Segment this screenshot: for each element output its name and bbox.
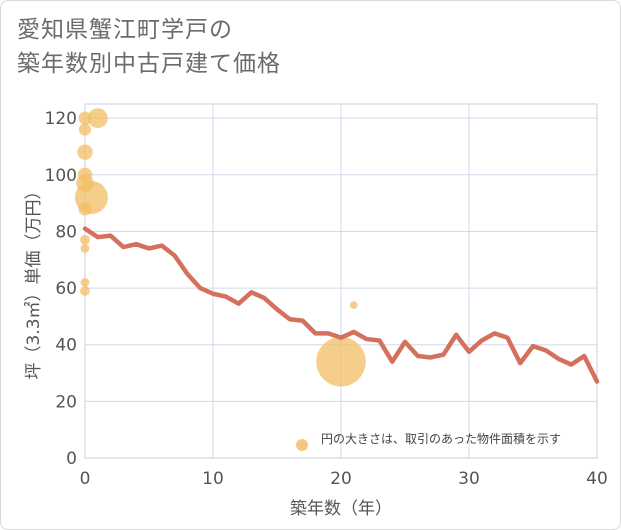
x-tick-labels: 0 10 20 30 40 <box>80 469 608 489</box>
y-tick-label: 20 <box>55 392 77 412</box>
x-tick-label: 30 <box>458 469 480 489</box>
y-axis-title: 坪（3.3㎡）単価（万円） <box>24 182 44 379</box>
scatter-series <box>74 108 366 387</box>
chart-title-line-2: 築年数別中古戸建て価格 <box>17 51 281 77</box>
line-series <box>82 226 600 384</box>
y-tick-label: 100 <box>45 166 77 186</box>
scatter-point <box>80 244 90 253</box>
bubble-size-legend: 円の大きさは、取引のあった物件面積を示す <box>296 431 561 451</box>
x-tick-label: 40 <box>586 469 608 489</box>
line-series-layer <box>82 226 600 384</box>
scatter-point <box>316 336 366 387</box>
x-tick-label: 10 <box>202 469 224 489</box>
scatter-point <box>80 278 90 287</box>
y-tick-label: 60 <box>55 279 77 299</box>
grid-lines <box>84 104 598 459</box>
scatter-point <box>349 301 358 309</box>
legend-note: 円の大きさは、取引のあった物件面積を示す <box>321 431 561 446</box>
chart-title: 愛知県蟹江町学戸の 築年数別中古戸建て価格 <box>17 13 281 81</box>
x-axis-title: 築年数（年） <box>290 499 392 519</box>
y-tick-label: 0 <box>66 449 77 469</box>
scatter-point <box>77 144 93 160</box>
scatter-point <box>78 202 92 216</box>
y-tick-labels: 0 20 40 60 80 100 120 <box>45 109 77 469</box>
scatter-point <box>78 123 92 136</box>
scatter-point <box>80 234 90 245</box>
scatter-point <box>78 111 92 125</box>
x-tick-label: 0 <box>80 469 91 489</box>
x-tick-label: 20 <box>330 469 352 489</box>
scatter-point <box>80 285 90 296</box>
y-tick-label: 120 <box>45 109 77 129</box>
scatter-point <box>87 108 108 129</box>
y-tick-label: 40 <box>55 336 77 356</box>
y-tick-label: 80 <box>55 222 77 242</box>
legend-bubble-icon <box>296 439 308 451</box>
chart-title-line-1: 愛知県蟹江町学戸の <box>17 17 233 43</box>
